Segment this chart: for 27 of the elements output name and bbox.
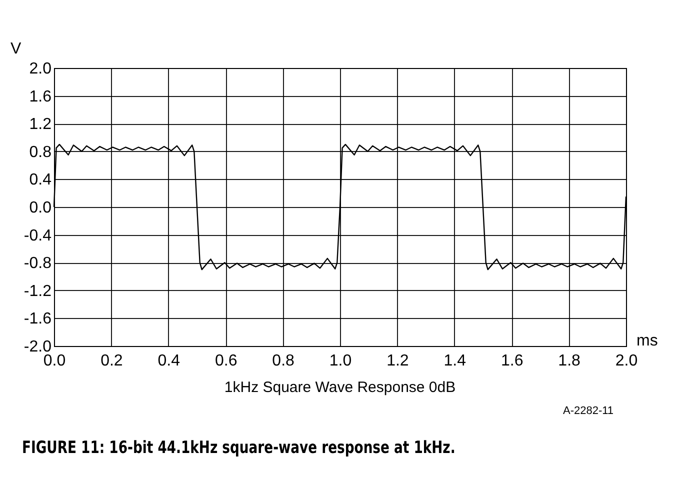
x-tick-label: 0.4 bbox=[158, 352, 180, 370]
y-axis-title: V bbox=[10, 40, 22, 58]
y-tick-label: -0.4 bbox=[24, 227, 52, 244]
x-tick-label: 1.4 bbox=[444, 352, 466, 370]
y-tick-label: -1.6 bbox=[24, 310, 52, 328]
x-tick-label: 1.2 bbox=[386, 352, 409, 370]
x-tick-label: 0.8 bbox=[272, 352, 295, 370]
y-tick-label: 0.8 bbox=[29, 144, 52, 161]
text: 1kHz Square Wave Response 0dB bbox=[224, 379, 456, 396]
y-tick-label: 1.2 bbox=[29, 116, 52, 134]
x-tick-label: 0.0 bbox=[43, 352, 66, 370]
y-tick-label: 2.0 bbox=[29, 60, 52, 78]
y-tick-label: -2.0 bbox=[24, 338, 52, 356]
x-tick-label: 2.0 bbox=[615, 352, 638, 370]
y-tick-label: 0.0 bbox=[29, 200, 52, 216]
x-tick-label: 1.6 bbox=[500, 352, 524, 370]
y-tick-label: 0.4 bbox=[29, 172, 52, 189]
x-tick-label: 0.6 bbox=[214, 352, 238, 370]
x-axis-title: ms bbox=[636, 332, 658, 350]
y-tick-label: -0.8 bbox=[24, 255, 52, 272]
y-tick-label: 1.6 bbox=[29, 88, 52, 106]
x-tick-label: 0.2 bbox=[100, 352, 123, 370]
text: A-2282-11 bbox=[563, 405, 614, 417]
y-tick-label: -1.2 bbox=[24, 282, 52, 300]
caption: FIGURE 11: 16-bit 44.1kHz square-wave response at 1kHz. bbox=[22, 438, 456, 458]
x-tick-label: 1.0 bbox=[329, 352, 352, 370]
x-tick-label: 1.8 bbox=[558, 352, 581, 370]
